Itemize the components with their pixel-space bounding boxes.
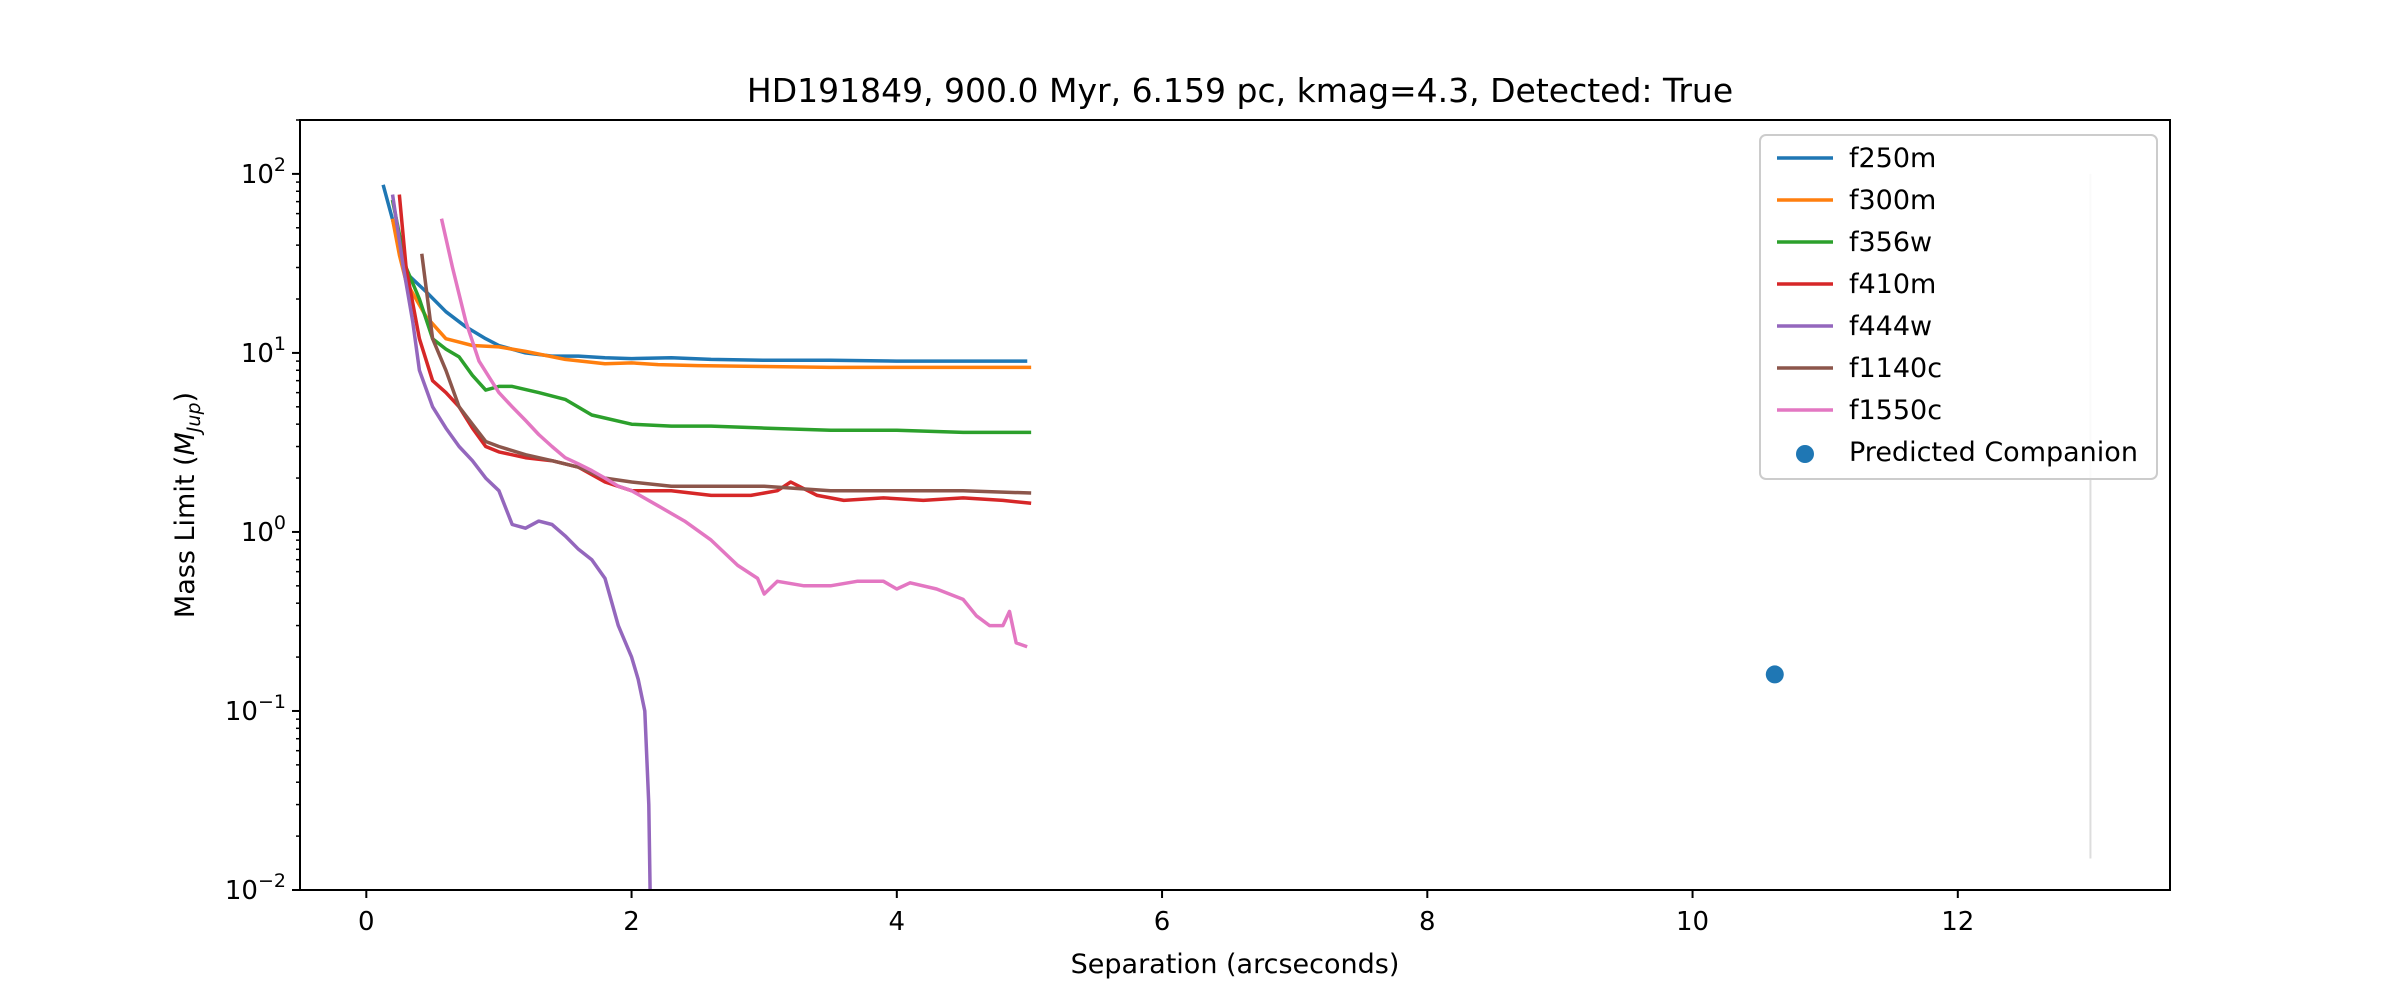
series-line-f356w — [390, 199, 1032, 435]
y-axis-label-prefix: Mass Limit ( — [170, 455, 201, 618]
x-tick-label: 12 — [1941, 907, 1974, 937]
plot-frame — [299, 119, 2171, 891]
series-line-f410m — [397, 194, 1032, 506]
y-axis: 102 101 100 10−1 10−2 — [225, 119, 300, 906]
series-line-f1550c — [439, 218, 1028, 649]
x-tick-label: 10 — [1676, 907, 1709, 937]
legend-label-f300m: f300m — [1849, 185, 1936, 216]
series-line-f250m — [381, 184, 1028, 363]
y-tick-label: 10−1 — [225, 691, 286, 727]
y-tick-label: 101 — [241, 333, 286, 369]
x-tick-label: 2 — [623, 907, 640, 937]
series-line-f444w — [390, 194, 652, 890]
chart-title: HD191849, 900.0 Myr, 6.159 pc, kmag=4.3,… — [747, 71, 1733, 110]
x-tick-label: 8 — [1419, 907, 1436, 937]
legend-label-f1550c: f1550c — [1849, 395, 1942, 426]
y-axis-label-symbol: M — [170, 432, 201, 455]
legend-box — [1759, 134, 2158, 480]
x-axis-label: Separation (arcseconds) — [1071, 949, 1400, 980]
data-points — [1765, 665, 1784, 684]
legend-label-f1140c: f1140c — [1849, 353, 1942, 384]
y-tick-label: 10−2 — [225, 870, 286, 906]
series-lines — [381, 184, 1032, 890]
x-tick-label: 0 — [358, 907, 375, 937]
series-line-f1140c — [420, 253, 1032, 495]
y-axis-label-suffix: ) — [170, 392, 201, 403]
y-axis-label: Mass Limit (MJup) — [170, 392, 205, 618]
legend-label-f356w: f356w — [1849, 227, 1932, 258]
plot-area — [299, 119, 2171, 891]
legend-label-f410m: f410m — [1849, 269, 1936, 300]
y-tick-label: 100 — [241, 512, 286, 548]
y-tick-label: 102 — [241, 154, 286, 190]
x-axis: 0 2 4 6 8 10 12 — [358, 890, 1974, 937]
x-tick-label: 4 — [889, 907, 906, 937]
legend-label-f250m: f250m — [1849, 143, 1936, 174]
y-axis-label-subscript: Jup — [183, 402, 205, 436]
legend-label-predicted-companion: Predicted Companion — [1849, 437, 2138, 468]
legend-label-f444w: f444w — [1849, 311, 1932, 342]
series-line-f300m — [390, 218, 1032, 370]
legend-swatch-predicted-companion — [1796, 445, 1814, 463]
legend: f250m f300m f356w f410m f444w f1140c f1550c Pre… — [1759, 134, 2158, 480]
x-tick-label: 6 — [1154, 907, 1171, 937]
point-predicted-companion — [1765, 665, 1784, 684]
